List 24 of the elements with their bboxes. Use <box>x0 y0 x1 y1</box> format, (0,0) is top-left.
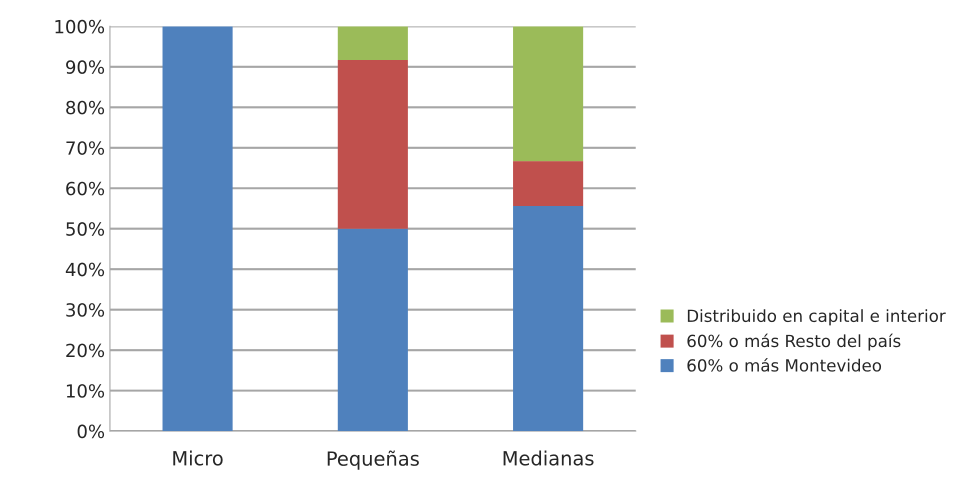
y-tick-label: 50% <box>66 222 104 236</box>
y-tick-label: 30% <box>66 303 104 317</box>
legend-label: Distribuido en capital e interior <box>688 309 946 326</box>
bar <box>338 60 408 229</box>
bar <box>513 26 584 162</box>
y-tick-label: 90% <box>66 60 104 74</box>
bar <box>338 26 408 60</box>
y-tick-label: 80% <box>66 100 104 114</box>
y-tick-label: 100% <box>55 20 104 34</box>
bar <box>338 228 408 432</box>
y-tick-label: 70% <box>66 141 104 155</box>
bar <box>513 206 584 432</box>
bar <box>513 161 584 206</box>
x-tick-label: Pequeñas <box>328 450 419 470</box>
x-tick-label: Medianas <box>504 450 594 466</box>
y-tick-label: 60% <box>66 182 104 196</box>
legend-label: 60% o más Resto del país <box>687 334 900 350</box>
bar <box>162 26 233 432</box>
legend-label: 60% o más Montevideo <box>687 358 882 372</box>
y-tick-label: 20% <box>66 344 104 358</box>
x-tick-label: Micro <box>173 450 223 466</box>
y-tick-label: 0% <box>78 424 104 438</box>
y-tick-label: 10% <box>66 384 104 398</box>
y-tick-label: 40% <box>66 262 104 276</box>
